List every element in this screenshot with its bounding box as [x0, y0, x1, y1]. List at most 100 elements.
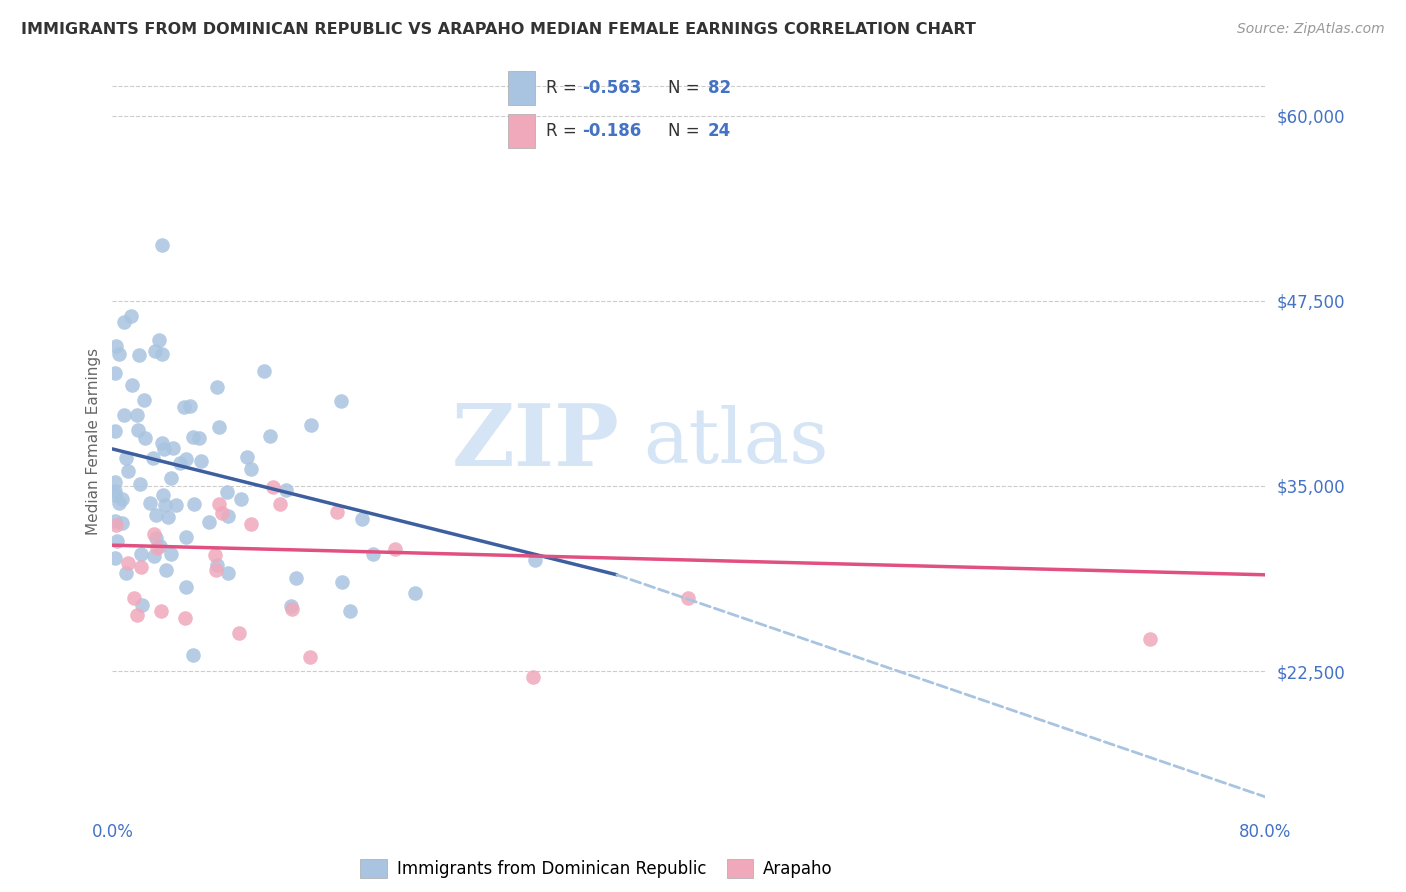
Point — [217, 508, 239, 523]
Text: -0.186: -0.186 — [582, 122, 641, 140]
Point — [190, 453, 212, 467]
Point — [104, 425, 127, 439]
Text: 82: 82 — [707, 79, 731, 97]
Point — [104, 515, 127, 529]
Point — [153, 442, 176, 457]
Point — [155, 563, 177, 577]
Legend: Immigrants from Dominican Republic, Arapaho: Immigrants from Dominican Republic, Arap… — [354, 853, 839, 885]
Point — [148, 334, 170, 348]
Point — [181, 648, 204, 663]
Text: Source: ZipAtlas.com: Source: ZipAtlas.com — [1237, 22, 1385, 37]
Point — [128, 477, 150, 491]
Point — [204, 548, 226, 562]
Point — [350, 511, 373, 525]
Point — [132, 392, 155, 407]
Point — [231, 491, 253, 506]
Point — [145, 531, 167, 545]
Text: N =: N = — [668, 122, 706, 140]
Point — [174, 611, 197, 625]
Point — [276, 483, 298, 497]
Point — [125, 409, 148, 423]
Point — [104, 551, 127, 566]
Point — [108, 346, 131, 360]
Point — [262, 480, 284, 494]
Point — [134, 431, 156, 445]
Point — [107, 495, 129, 509]
Point — [188, 431, 211, 445]
Point — [211, 506, 233, 520]
Point — [239, 462, 262, 476]
Point — [181, 430, 204, 444]
Point — [149, 539, 172, 553]
Point — [152, 488, 174, 502]
Text: atlas: atlas — [643, 405, 828, 478]
Bar — [508, 114, 536, 148]
Point — [339, 604, 361, 618]
Point — [150, 436, 173, 450]
Point — [117, 464, 139, 478]
Point — [522, 669, 544, 683]
Point — [104, 488, 127, 502]
Point — [330, 574, 353, 589]
Point — [235, 450, 257, 464]
Point — [150, 347, 173, 361]
Point — [142, 450, 165, 465]
Point — [1139, 632, 1161, 647]
Text: IMMIGRANTS FROM DOMINICAN REPUBLIC VS ARAPAHO MEDIAN FEMALE EARNINGS CORRELATION: IMMIGRANTS FROM DOMINICAN REPUBLIC VS AR… — [21, 22, 976, 37]
Point — [160, 471, 183, 485]
Point — [361, 547, 384, 561]
Y-axis label: Median Female Earnings: Median Female Earnings — [86, 348, 101, 535]
Point — [129, 559, 152, 574]
Point — [173, 400, 195, 414]
Point — [149, 604, 172, 618]
Point — [259, 428, 281, 442]
Point — [280, 599, 302, 614]
Point — [162, 441, 184, 455]
Point — [269, 497, 291, 511]
Point — [228, 625, 250, 640]
Point — [104, 484, 127, 499]
Point — [138, 496, 160, 510]
Point — [127, 424, 149, 438]
Point — [125, 607, 148, 622]
Point — [112, 409, 135, 423]
Point — [179, 400, 201, 414]
Point — [120, 309, 142, 323]
Point — [105, 517, 128, 532]
Point — [299, 649, 322, 664]
Point — [111, 516, 134, 530]
Point — [384, 542, 406, 557]
Point — [104, 475, 127, 490]
Point — [174, 451, 197, 466]
Point — [143, 344, 166, 359]
Point — [404, 586, 426, 600]
Point — [239, 517, 262, 532]
Text: R =: R = — [546, 122, 582, 140]
Point — [330, 394, 353, 409]
Point — [301, 418, 323, 433]
Point — [146, 541, 169, 555]
Point — [280, 602, 302, 616]
Point — [105, 339, 128, 353]
Point — [104, 366, 127, 380]
Point — [142, 527, 165, 541]
Text: ZIP: ZIP — [451, 400, 620, 483]
Text: 24: 24 — [707, 122, 731, 140]
Point — [676, 591, 699, 606]
Point — [165, 499, 187, 513]
Point — [128, 349, 150, 363]
Point — [284, 570, 307, 584]
Point — [114, 451, 136, 466]
Point — [326, 505, 349, 519]
Point — [131, 598, 153, 612]
Point — [208, 420, 231, 434]
Point — [124, 591, 146, 605]
Point — [112, 315, 135, 329]
Text: -0.563: -0.563 — [582, 79, 641, 97]
Point — [169, 456, 191, 470]
Point — [105, 534, 128, 549]
Point — [523, 553, 546, 567]
Point — [217, 484, 239, 499]
Point — [115, 566, 138, 580]
Point — [197, 515, 219, 529]
